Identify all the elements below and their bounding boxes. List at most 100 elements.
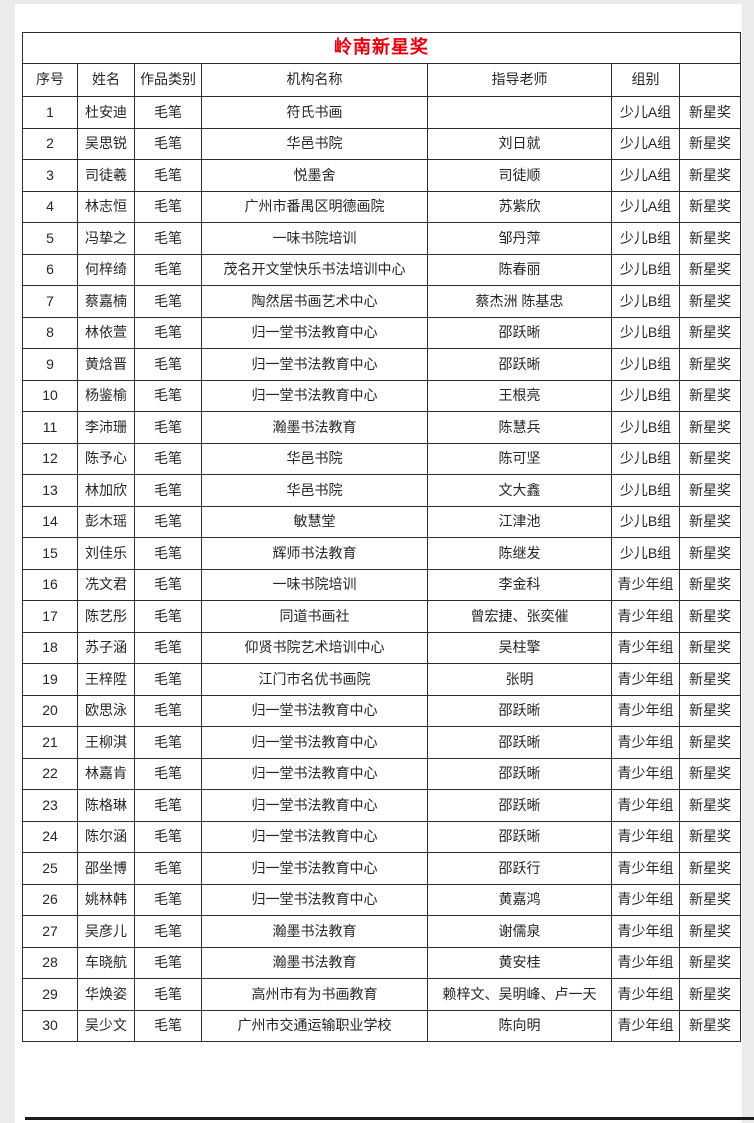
- cell-institution: 悦墨舍: [201, 159, 428, 192]
- table-title: 岭南新星奖: [22, 32, 741, 64]
- cell-group: 青少年组: [611, 726, 680, 759]
- cell-group: 青少年组: [611, 694, 680, 727]
- cell-instructor: 邵跃晰: [427, 789, 612, 822]
- cell-category: 毛笔: [134, 127, 202, 160]
- award-table: 岭南新星奖 序号 姓名 作品类别 机构名称 指导老师 组别 1 杜安迪 毛笔 符氏书画…: [22, 32, 741, 1042]
- cell-institution: 华邑书院: [201, 442, 428, 475]
- cell-institution: 符氏书画: [201, 96, 428, 129]
- cell-group: 青少年组: [611, 631, 680, 664]
- cell-name: 姚林韩: [77, 883, 135, 916]
- cell-group: 少儿B组: [611, 505, 680, 538]
- cell-award: 新星奖: [679, 600, 741, 633]
- cell-category: 毛笔: [134, 789, 202, 822]
- cell-institution: 归一堂书法教育中心: [201, 820, 428, 853]
- cell-institution: 归一堂书法教育中心: [201, 379, 428, 412]
- cell-group: 青少年组: [611, 600, 680, 633]
- table-row: 23 陈格琳 毛笔 归一堂书法教育中心 邵跃晰 青少年组 新星奖: [22, 789, 741, 822]
- table-row: 24 陈尔涵 毛笔 归一堂书法教育中心 邵跃晰 青少年组 新星奖: [22, 820, 741, 853]
- cell-serial: 8: [22, 316, 78, 349]
- header-name: 姓名: [77, 63, 135, 97]
- cell-category: 毛笔: [134, 726, 202, 759]
- table-row: 21 王柳淇 毛笔 归一堂书法教育中心 邵跃晰 青少年组 新星奖: [22, 726, 741, 759]
- table-row: 15 刘佳乐 毛笔 辉师书法教育 陈继发 少儿B组 新星奖: [22, 537, 741, 570]
- cell-group: 少儿B组: [611, 442, 680, 475]
- cell-instructor: 王根亮: [427, 379, 612, 412]
- cell-group: 少儿B组: [611, 285, 680, 318]
- header-category: 作品类别: [134, 63, 202, 97]
- cell-institution: 华邑书院: [201, 474, 428, 507]
- cell-serial: 6: [22, 253, 78, 286]
- cell-institution: 归一堂书法教育中心: [201, 789, 428, 822]
- cell-serial: 20: [22, 694, 78, 727]
- table-row: 11 李沛珊 毛笔 瀚墨书法教育 陈慧兵 少儿B组 新星奖: [22, 411, 741, 444]
- table-row: 5 冯挚之 毛笔 一味书院培训 邹丹萍 少儿B组 新星奖: [22, 222, 741, 255]
- cell-award: 新星奖: [679, 568, 741, 601]
- cell-name: 何梓绮: [77, 253, 135, 286]
- cell-award: 新星奖: [679, 694, 741, 727]
- cell-instructor: 江津池: [427, 505, 612, 538]
- cell-instructor: 邹丹萍: [427, 222, 612, 255]
- cell-award: 新星奖: [679, 631, 741, 664]
- cell-institution: 瀚墨书法教育: [201, 946, 428, 979]
- cell-category: 毛笔: [134, 442, 202, 475]
- cell-category: 毛笔: [134, 757, 202, 790]
- cell-serial: 13: [22, 474, 78, 507]
- cell-name: 陈尔涵: [77, 820, 135, 853]
- cell-instructor: 陈春丽: [427, 253, 612, 286]
- cell-group: 少儿B组: [611, 348, 680, 381]
- cell-instructor: [427, 96, 612, 129]
- cell-group: 青少年组: [611, 915, 680, 948]
- cell-category: 毛笔: [134, 852, 202, 885]
- table-row: 10 杨鉴榆 毛笔 归一堂书法教育中心 王根亮 少儿B组 新星奖: [22, 379, 741, 412]
- cell-institution: 辉师书法教育: [201, 537, 428, 570]
- cell-category: 毛笔: [134, 600, 202, 633]
- table-row: 8 林依萱 毛笔 归一堂书法教育中心 邵跃晰 少儿B组 新星奖: [22, 316, 741, 349]
- cell-instructor: 邵跃晰: [427, 820, 612, 853]
- cell-group: 青少年组: [611, 663, 680, 696]
- cell-group: 少儿B组: [611, 474, 680, 507]
- cell-name: 林嘉肯: [77, 757, 135, 790]
- table-row: 27 吴彦儿 毛笔 瀚墨书法教育 谢儒泉 青少年组 新星奖: [22, 915, 741, 948]
- document-page: 岭南新星奖 序号 姓名 作品类别 机构名称 指导老师 组别 1 杜安迪 毛笔 符氏书画…: [15, 4, 742, 1123]
- cell-award: 新星奖: [679, 946, 741, 979]
- cell-award: 新星奖: [679, 663, 741, 696]
- cell-award: 新星奖: [679, 820, 741, 853]
- header-instructor: 指导老师: [427, 63, 612, 97]
- cell-group: 少儿B组: [611, 537, 680, 570]
- cell-name: 吴少文: [77, 1009, 135, 1042]
- cell-group: 青少年组: [611, 978, 680, 1011]
- cell-serial: 17: [22, 600, 78, 633]
- cell-group: 少儿A组: [611, 96, 680, 129]
- cell-name: 吴彦儿: [77, 915, 135, 948]
- cell-category: 毛笔: [134, 159, 202, 192]
- cell-category: 毛笔: [134, 285, 202, 318]
- cell-group: 少儿B组: [611, 253, 680, 286]
- cell-award: 新星奖: [679, 537, 741, 570]
- cell-instructor: 赖梓文、吴明峰、卢一天: [427, 978, 612, 1011]
- table-row: 7 蔡嘉楠 毛笔 陶然居书画艺术中心 蔡杰洲 陈基忠 少儿B组 新星奖: [22, 285, 741, 318]
- cell-serial: 1: [22, 96, 78, 129]
- cell-group: 少儿B组: [611, 411, 680, 444]
- cell-institution: 归一堂书法教育中心: [201, 726, 428, 759]
- cell-instructor: 黄嘉鸿: [427, 883, 612, 916]
- cell-name: 冼文君: [77, 568, 135, 601]
- cell-institution: 广州市交通运输职业学校: [201, 1009, 428, 1042]
- cell-institution: 归一堂书法教育中心: [201, 316, 428, 349]
- cell-name: 邵坐博: [77, 852, 135, 885]
- cell-instructor: 曾宏捷、张奕催: [427, 600, 612, 633]
- cell-name: 冯挚之: [77, 222, 135, 255]
- cell-name: 欧思泳: [77, 694, 135, 727]
- cell-instructor: 邵跃晰: [427, 316, 612, 349]
- cell-serial: 7: [22, 285, 78, 318]
- cell-name: 杨鉴榆: [77, 379, 135, 412]
- cell-group: 少儿A组: [611, 127, 680, 160]
- cell-award: 新星奖: [679, 789, 741, 822]
- cell-award: 新星奖: [679, 253, 741, 286]
- cell-award: 新星奖: [679, 474, 741, 507]
- cell-name: 司徒羲: [77, 159, 135, 192]
- cell-institution: 华邑书院: [201, 127, 428, 160]
- cell-serial: 14: [22, 505, 78, 538]
- cell-institution: 瀚墨书法教育: [201, 411, 428, 444]
- cell-institution: 同道书画社: [201, 600, 428, 633]
- cell-group: 少儿B组: [611, 222, 680, 255]
